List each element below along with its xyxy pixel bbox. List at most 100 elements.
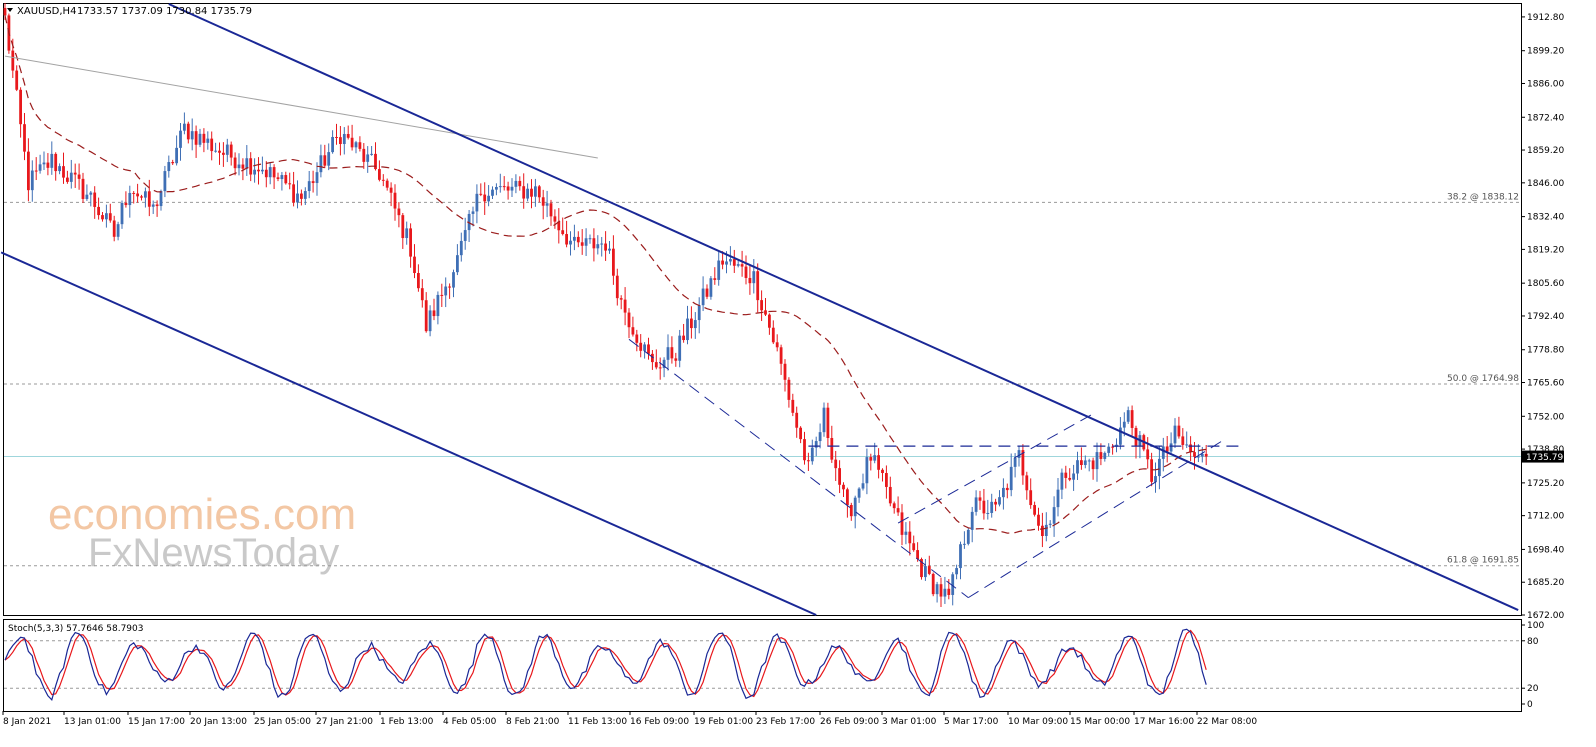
- candle-body: [175, 147, 178, 164]
- candle-body: [846, 489, 849, 506]
- candle-body: [693, 320, 697, 329]
- candle-body: [729, 259, 732, 262]
- candle-body: [526, 188, 529, 199]
- candle-body: [947, 588, 951, 595]
- stoch-tick-label: 80: [1527, 637, 1539, 647]
- candle-body: [264, 169, 268, 178]
- candle-body: [249, 158, 253, 175]
- candle-body: [105, 213, 108, 220]
- candle-body: [120, 203, 124, 225]
- candle-body: [311, 181, 315, 184]
- candle-body: [686, 318, 689, 341]
- candle-body: [986, 512, 990, 514]
- candle-body: [487, 195, 490, 202]
- candle-body: [1197, 456, 1200, 458]
- time-tick-label: 20 Jan 13:00: [190, 717, 247, 727]
- candle-body: [73, 172, 77, 175]
- candle-body: [389, 187, 393, 193]
- candle-body: [144, 191, 147, 198]
- candle-body: [81, 178, 85, 199]
- candle-body: [1041, 525, 1044, 537]
- candle-body: [456, 255, 459, 273]
- candle-body: [916, 550, 919, 560]
- candle-body: [541, 197, 545, 206]
- candle-body: [553, 216, 557, 222]
- candle-body: [296, 193, 299, 203]
- candle-body: [502, 186, 506, 188]
- candle-body: [573, 236, 576, 241]
- candle-body: [912, 543, 916, 551]
- candle-body: [939, 584, 943, 597]
- candle-body: [853, 497, 857, 517]
- candle-body: [592, 238, 596, 249]
- fib-level-label: 50.0 @ 1764.98: [1447, 374, 1519, 384]
- stoch-label: Stoch(5,3,3) 57.7646 58.7903: [8, 624, 143, 634]
- candle-body: [1002, 487, 1005, 498]
- stoch-main-line: [4, 628, 1207, 701]
- candle-body: [327, 152, 331, 166]
- candle-body: [888, 486, 892, 504]
- candle-body: [865, 457, 869, 484]
- candle-body: [1072, 473, 1075, 480]
- candle-body: [167, 162, 171, 172]
- candle-body: [257, 169, 260, 172]
- candle-body: [381, 179, 385, 181]
- candle-body: [756, 271, 760, 301]
- candle-body: [584, 238, 588, 246]
- candle-body: [436, 294, 440, 317]
- price-tick-label: 1912.80: [1527, 13, 1564, 23]
- candle-body: [202, 133, 206, 143]
- moving-average: [4, 15, 1207, 534]
- candle-body: [225, 144, 229, 155]
- candle-body: [1056, 489, 1060, 508]
- candle-body: [198, 133, 202, 145]
- candle-body: [814, 441, 818, 448]
- candle-body: [11, 50, 15, 71]
- candle-body: [1091, 460, 1095, 470]
- candle-body: [783, 363, 787, 380]
- price-tick-label: 1712.00: [1527, 512, 1564, 522]
- candle-body: [428, 310, 432, 332]
- candle-body: [46, 162, 50, 168]
- candle-body: [1060, 472, 1064, 490]
- candle-body: [768, 314, 771, 328]
- candle-body: [510, 186, 514, 191]
- candle-body: [66, 177, 69, 182]
- candle-body: [951, 574, 955, 595]
- candle-body: [62, 166, 65, 178]
- candle-body: [1158, 458, 1161, 477]
- candle-body: [873, 455, 877, 461]
- candle-body: [662, 359, 666, 368]
- candle-body: [1052, 507, 1056, 524]
- candle-body: [163, 171, 167, 192]
- candle-body: [623, 299, 627, 313]
- dropdown-triangle-icon[interactable]: [7, 8, 13, 12]
- candle-body: [463, 230, 467, 241]
- ohlc-readout: 1733.57 1737.09 1730.84 1735.79: [77, 6, 252, 17]
- candle-body: [557, 221, 561, 231]
- moving-average-line: [4, 15, 1207, 534]
- candle-body: [974, 497, 978, 512]
- candle-body: [1025, 475, 1029, 491]
- candle-body: [752, 271, 756, 284]
- candle-body: [268, 167, 272, 178]
- candle-body: [34, 170, 38, 172]
- candle-body: [1021, 450, 1025, 476]
- price-tick-label: 1698.40: [1527, 545, 1564, 555]
- candle-body: [869, 457, 873, 461]
- candle-body: [709, 278, 713, 297]
- candle-body: [713, 278, 717, 280]
- candle-body: [459, 240, 463, 256]
- stoch-indicator: 100 80 20 0: [4, 621, 1544, 710]
- candle-body: [748, 277, 752, 284]
- candle-body: [612, 248, 615, 276]
- candle-body: [740, 264, 744, 267]
- candle-body: [647, 344, 650, 354]
- candle-body: [885, 473, 888, 487]
- candle-body: [842, 484, 845, 490]
- candle-body: [42, 162, 46, 165]
- candle-body: [3, 7, 7, 16]
- candle-body: [112, 220, 116, 237]
- candle-body: [378, 169, 381, 180]
